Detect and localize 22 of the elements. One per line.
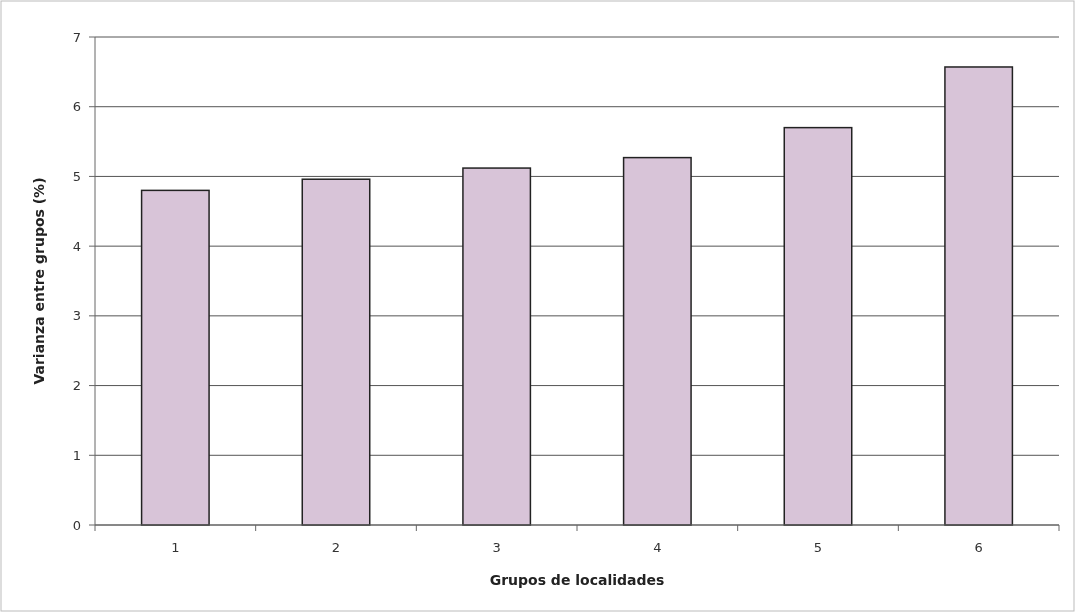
y-tick-label: 3 — [72, 308, 81, 324]
bar — [783, 126, 853, 526]
y-tick-label: 6 — [72, 99, 81, 115]
x-axis-title: Grupos de localidades — [489, 572, 665, 588]
y-tick-label: 0 — [72, 517, 81, 533]
x-tick-label: 2 — [331, 540, 341, 555]
y-tick-label: 7 — [72, 29, 81, 45]
x-tick-label: 3 — [492, 540, 501, 555]
bar — [140, 189, 210, 526]
bar — [462, 167, 532, 526]
x-tick-label: 4 — [653, 540, 662, 555]
bar — [301, 178, 371, 526]
y-tick-label: 1 — [72, 447, 81, 463]
y-tick-label: 2 — [72, 378, 81, 394]
bar — [944, 66, 1014, 526]
x-tick-label: 6 — [974, 540, 983, 555]
x-tick-label: 5 — [813, 540, 823, 555]
y-tick-label: 4 — [72, 238, 81, 254]
x-tick-label: 1 — [171, 540, 180, 555]
y-tick-label: 5 — [72, 168, 81, 184]
bar — [622, 156, 692, 526]
y-axis-title: Varianza entre grupos (%) — [31, 177, 47, 385]
